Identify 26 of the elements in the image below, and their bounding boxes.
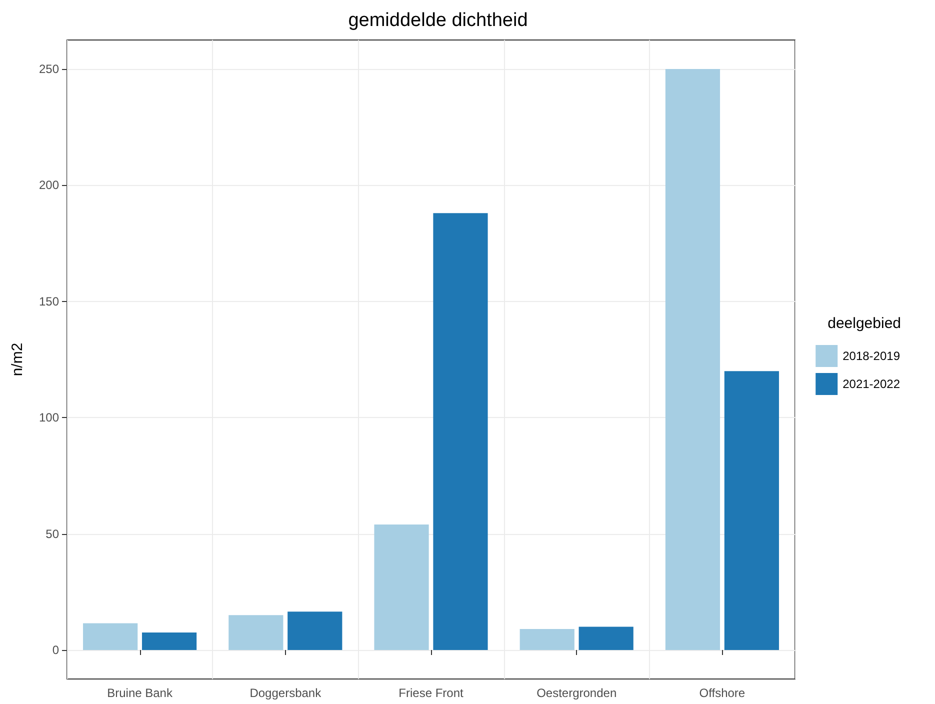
x-tick-label: Oestergronden (536, 686, 617, 700)
y-tick-label: 50 (46, 526, 60, 541)
legend-label: 2018-2019 (842, 349, 900, 363)
x-tick-label: Offshore (699, 686, 746, 700)
bar (142, 632, 197, 650)
bar (374, 524, 429, 650)
bar (724, 371, 779, 650)
x-tick-label: Bruine Bank (107, 686, 174, 700)
x-tick-label: Doggersbank (250, 686, 322, 700)
bar (433, 213, 488, 650)
x-tick-label: Friese Front (398, 686, 464, 700)
bar (228, 615, 284, 650)
chart-title: gemiddelde dichtheid (348, 10, 528, 31)
bar (288, 612, 342, 650)
y-axis-title: n/m2 (9, 342, 26, 376)
y-tick-label: 200 (38, 178, 60, 192)
bar (578, 626, 634, 650)
bar (83, 623, 138, 650)
y-tick-label: 0 (52, 642, 60, 657)
legend-title: deelgebied (828, 315, 902, 332)
bar (520, 629, 574, 650)
legend-label: 2021-2022 (842, 377, 900, 391)
y-tick-label: 150 (38, 294, 60, 308)
bar (665, 69, 720, 650)
y-tick-label: 250 (38, 62, 60, 76)
y-tick-label: 100 (38, 410, 60, 425)
